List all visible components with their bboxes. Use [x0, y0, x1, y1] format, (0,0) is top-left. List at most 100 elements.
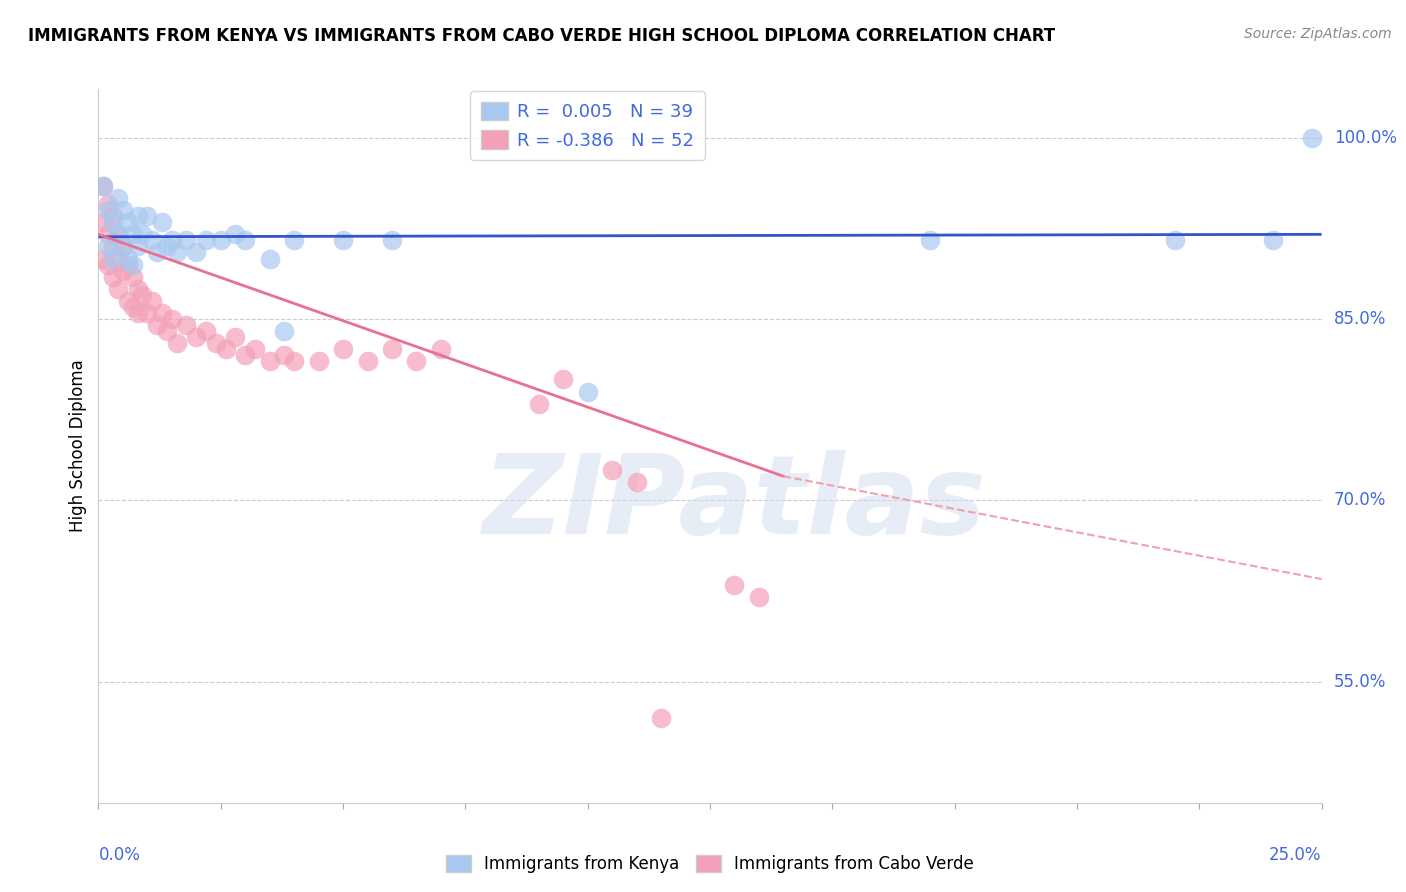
- Point: [233, 233, 256, 247]
- Point: [91, 178, 114, 193]
- Point: [146, 245, 169, 260]
- Text: IMMIGRANTS FROM KENYA VS IMMIGRANTS FROM CABO VERDE HIGH SCHOOL DIPLOMA CORRELAT: IMMIGRANTS FROM KENYA VS IMMIGRANTS FROM…: [28, 27, 1056, 45]
- Point: [111, 203, 134, 218]
- Point: [156, 239, 179, 253]
- Point: [121, 269, 143, 284]
- Point: [626, 475, 648, 490]
- Point: [101, 252, 124, 266]
- Point: [195, 233, 218, 247]
- Point: [308, 354, 330, 368]
- Point: [91, 252, 114, 266]
- Point: [283, 233, 305, 247]
- Point: [127, 239, 149, 253]
- Point: [224, 227, 246, 242]
- Point: [243, 343, 266, 357]
- Text: 85.0%: 85.0%: [1334, 310, 1386, 328]
- Point: [107, 191, 129, 205]
- Legend: Immigrants from Kenya, Immigrants from Cabo Verde: Immigrants from Kenya, Immigrants from C…: [439, 848, 981, 880]
- Point: [259, 252, 281, 266]
- Point: [576, 384, 599, 399]
- Point: [141, 293, 163, 308]
- Point: [356, 354, 378, 368]
- Point: [381, 233, 404, 247]
- Point: [600, 463, 623, 477]
- Text: 100.0%: 100.0%: [1334, 128, 1398, 146]
- Point: [405, 354, 427, 368]
- Point: [97, 197, 120, 211]
- Point: [91, 215, 114, 229]
- Point: [527, 397, 550, 411]
- Point: [205, 336, 228, 351]
- Point: [166, 336, 188, 351]
- Point: [117, 252, 139, 266]
- Point: [748, 590, 770, 604]
- Point: [381, 343, 404, 357]
- Point: [273, 324, 295, 338]
- Point: [101, 215, 124, 229]
- Point: [121, 300, 143, 314]
- Point: [233, 348, 256, 362]
- Point: [111, 263, 134, 277]
- Point: [332, 343, 354, 357]
- Point: [107, 227, 129, 242]
- Point: [97, 203, 120, 218]
- Point: [160, 312, 183, 326]
- Point: [150, 215, 173, 229]
- Point: [136, 209, 159, 223]
- Text: 70.0%: 70.0%: [1334, 491, 1386, 509]
- Point: [107, 227, 129, 242]
- Point: [101, 269, 124, 284]
- Point: [1261, 233, 1284, 247]
- Point: [156, 324, 179, 338]
- Point: [332, 233, 354, 247]
- Point: [209, 233, 232, 247]
- Point: [186, 245, 208, 260]
- Y-axis label: High School Diploma: High School Diploma: [69, 359, 87, 533]
- Point: [195, 324, 218, 338]
- Point: [186, 330, 208, 344]
- Point: [127, 209, 149, 223]
- Point: [224, 330, 246, 344]
- Point: [141, 233, 163, 247]
- Text: 0.0%: 0.0%: [98, 846, 141, 863]
- Point: [127, 282, 149, 296]
- Point: [259, 354, 281, 368]
- Point: [131, 288, 153, 302]
- Point: [111, 239, 134, 253]
- Point: [127, 306, 149, 320]
- Point: [553, 372, 575, 386]
- Point: [1164, 233, 1187, 247]
- Point: [121, 258, 143, 272]
- Point: [283, 354, 305, 368]
- Point: [91, 178, 114, 193]
- Point: [121, 227, 143, 242]
- Point: [920, 233, 942, 247]
- Point: [117, 293, 139, 308]
- Point: [107, 282, 129, 296]
- Point: [97, 258, 120, 272]
- Text: 55.0%: 55.0%: [1334, 673, 1386, 690]
- Point: [101, 239, 124, 253]
- Point: [150, 306, 173, 320]
- Point: [160, 233, 183, 247]
- Text: 25.0%: 25.0%: [1270, 846, 1322, 863]
- Point: [136, 306, 159, 320]
- Point: [176, 233, 198, 247]
- Point: [111, 239, 134, 253]
- Point: [1301, 130, 1323, 145]
- Point: [650, 711, 672, 725]
- Point: [723, 578, 745, 592]
- Point: [101, 209, 124, 223]
- Point: [97, 239, 120, 253]
- Point: [430, 343, 453, 357]
- Point: [273, 348, 295, 362]
- Point: [97, 227, 120, 242]
- Text: ZIPatlas: ZIPatlas: [482, 450, 987, 557]
- Point: [146, 318, 169, 332]
- Point: [131, 227, 153, 242]
- Text: Source: ZipAtlas.com: Source: ZipAtlas.com: [1244, 27, 1392, 41]
- Point: [117, 258, 139, 272]
- Point: [176, 318, 198, 332]
- Point: [117, 215, 139, 229]
- Point: [214, 343, 236, 357]
